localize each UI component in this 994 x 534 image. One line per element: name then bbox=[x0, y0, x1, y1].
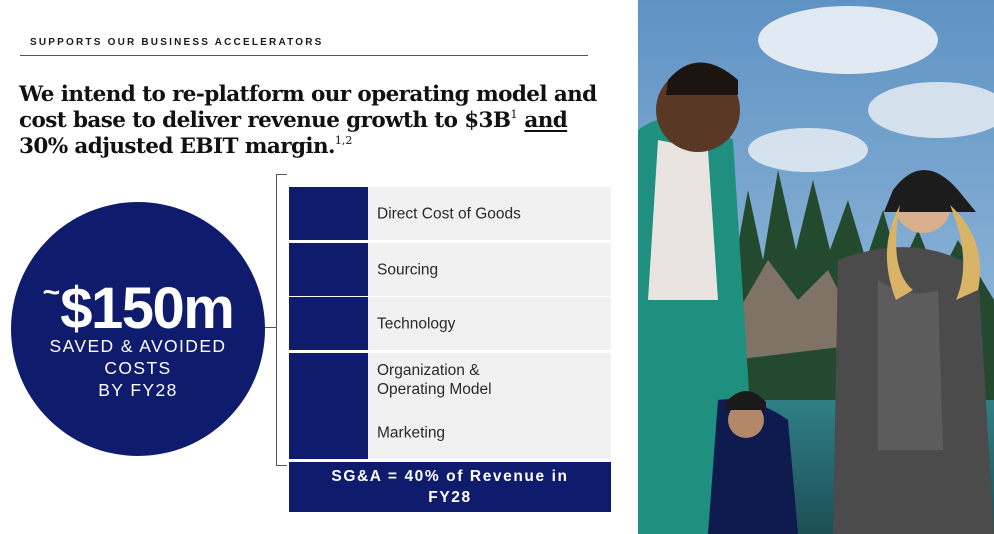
headline-part-1: We intend to re-platform our operating m… bbox=[19, 82, 597, 133]
headline-underlined-word: and bbox=[524, 108, 568, 133]
cost-area-label: Direct Cost of Goods bbox=[377, 205, 521, 222]
sga-target-line: SG&A = 40% of Revenue in bbox=[331, 468, 569, 485]
section-eyebrow: SUPPORTS OUR BUSINESS ACCELERATORS bbox=[30, 37, 324, 48]
cost-area-row-sourcing: Sourcing bbox=[289, 243, 611, 296]
savings-description: SAVED & AVOIDED COSTS BY FY28 bbox=[11, 335, 265, 401]
eyebrow-divider bbox=[20, 55, 588, 56]
navy-square-icon bbox=[289, 353, 368, 406]
headline: We intend to re-platform our operating m… bbox=[19, 82, 619, 160]
savings-description-line: SAVED & AVOIDED bbox=[49, 336, 227, 356]
cost-area-row-organization-operating-model: Organization & Operating Model bbox=[289, 353, 611, 406]
savings-description-line: BY FY28 bbox=[98, 380, 178, 400]
cost-area-label: Organization & Operating Model bbox=[377, 361, 492, 398]
navy-square-icon bbox=[289, 243, 368, 296]
savings-circle: ~$150m SAVED & AVOIDED COSTS BY FY28 bbox=[11, 202, 265, 456]
cost-area-label: Sourcing bbox=[377, 261, 439, 278]
outdoor-lifestyle-photo bbox=[638, 0, 994, 534]
cost-area-label: Technology bbox=[377, 315, 456, 332]
footnote-1-marker: 1 bbox=[510, 108, 518, 121]
navy-square-icon bbox=[289, 187, 368, 240]
sga-target-banner: SG&A = 40% of Revenue in FY28 bbox=[289, 462, 611, 512]
cost-area-row-technology: Technology bbox=[289, 297, 611, 350]
approx-tilde: ~ bbox=[42, 276, 61, 309]
navy-square-icon bbox=[289, 297, 368, 350]
cost-area-row-direct-cost-of-goods: Direct Cost of Goods bbox=[289, 187, 611, 240]
bracket-connector bbox=[265, 327, 276, 328]
cost-area-row-marketing: Marketing bbox=[289, 406, 611, 459]
grouping-bracket bbox=[276, 174, 287, 466]
savings-amount: ~$150m bbox=[11, 260, 265, 342]
navy-square-icon bbox=[289, 406, 368, 459]
cost-area-label: Marketing bbox=[377, 424, 446, 441]
sga-target-line: FY28 bbox=[428, 489, 472, 506]
savings-value: $150m bbox=[60, 276, 235, 341]
footnote-1-2-marker: 1,2 bbox=[334, 134, 353, 147]
savings-description-line: COSTS bbox=[104, 358, 172, 378]
headline-part-2: 30% adjusted EBIT margin. bbox=[19, 134, 335, 159]
